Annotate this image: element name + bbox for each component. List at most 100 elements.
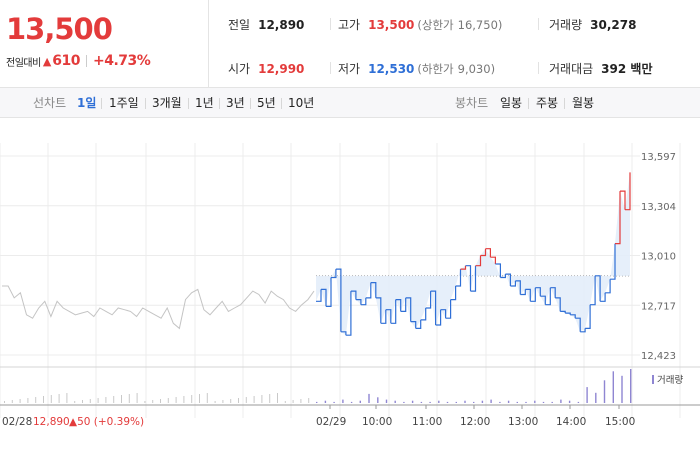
divider [538,62,539,74]
volume-bar [456,402,457,403]
stat-label: 시가 [228,60,250,77]
volume-bar [377,397,378,403]
period-3y-tab[interactable]: 3년 [226,88,245,118]
prev-volume-bar [207,393,208,403]
volume-bar [473,402,474,403]
change-value: 610 [52,53,80,69]
volume-bars [4,369,631,403]
prev-volume-bar [269,394,270,403]
period-5y-tab[interactable]: 5년 [257,88,276,118]
candle-chart-label: 봉차트 [455,88,488,118]
prev-volume-bar [43,396,44,403]
divider [564,98,565,109]
prev-volume-bar [121,395,122,403]
divider [528,98,529,109]
y-tick-label: 12,717 [641,301,676,312]
prev-volume-bar [4,401,5,403]
prev-day-price-path [2,286,314,328]
prev-volume-bar [285,401,286,403]
volume-bar [525,402,526,403]
x-tick-label: 13:00 [508,416,538,428]
x-tick-label: 15:00 [605,416,635,428]
volume-bar [490,400,491,403]
volume-bar [543,402,544,403]
prev-volume-bar [183,396,184,403]
volume-bar [333,402,334,403]
prev-volume-bar [74,401,75,403]
volume-legend-swatch [652,375,654,384]
divider [330,18,331,30]
divider [145,98,146,109]
prev-volume-bar [246,397,247,403]
stock-summary-header: 13,500 전일대비 ▲ 610 +4.73% 전일 12,890 고가 13… [0,0,700,88]
prev-day-close: 12,890 [33,416,70,428]
prev-volume-bar [105,397,106,403]
prev-volume-bar [27,398,28,403]
y-axis-labels: 13,59713,30413,01012,71712,423 [641,152,676,362]
volume-bar [368,394,369,403]
line-chart-label: 선차트 [33,88,66,118]
volume-bar [621,376,622,403]
volume-bar [342,400,343,403]
volume-bar [482,401,483,403]
lower-limit-value: 9,030) [458,62,495,76]
candle-daily-tab[interactable]: 일봉 [500,88,522,118]
volume-bar [395,401,396,403]
prev-volume-bar [90,399,91,403]
stat-value: 30,278 [590,18,636,32]
volume-bar [447,402,448,403]
price-chart-svg: 13,597 13,304 13,010 12,717 12,423 02/29 10:0… [0,118,700,450]
divider [188,98,189,109]
y-tick-label: 12,423 [641,351,676,362]
volume-bar [421,402,422,403]
stat-volume: 거래량 30,278 [549,16,636,33]
stat-turnover: 거래대금 392 백만 [549,60,652,77]
prev-volume-bar [51,395,52,403]
prev-volume-bar [277,393,278,403]
volume-bar [586,387,587,403]
lower-limit-label: (하한가 [417,61,453,77]
prev-volume-bar [191,395,192,403]
divider [281,98,282,109]
divider [250,98,251,109]
divider [219,98,220,109]
prev-volume-bar [137,393,138,403]
divider [330,62,331,74]
volume-bar [412,401,413,403]
stat-value: 12,990 [258,62,304,76]
price-chart[interactable]: 13,597 13,304 13,010 12,717 12,423 02/29 10:0… [0,118,700,450]
prev-volume-bar [222,400,223,403]
volume-bar [360,401,361,403]
period-3m-tab[interactable]: 3개월 [152,88,182,118]
prev-day-date: 02/28 [2,416,32,428]
prev-volume-bar [300,399,301,403]
candle-monthly-tab[interactable]: 월봉 [572,88,594,118]
y-tick-label: 13,010 [641,252,676,263]
prev-volume-bar [254,396,255,403]
stat-label: 거래대금 [549,60,593,77]
volume-bar [630,369,631,403]
up-arrow-icon: ▲ [43,55,51,68]
period-1d-tab[interactable]: 1일 [77,88,96,118]
x-tick-label: 02/29 [316,416,346,428]
prev-volume-bar [168,398,169,403]
stat-value: 12,890 [258,18,304,32]
candle-weekly-tab[interactable]: 주봉 [536,88,558,118]
period-10y-tab[interactable]: 10년 [288,88,314,118]
divider [86,55,87,67]
prev-volume-bar [98,398,99,403]
volume-bar [560,400,561,403]
period-1y-tab[interactable]: 1년 [195,88,214,118]
stat-open: 시가 12,990 [228,60,304,77]
volume-bar [316,402,317,403]
period-1w-tab[interactable]: 1주일 [109,88,139,118]
volume-bar [429,402,430,403]
volume-bar [499,402,500,403]
stat-low: 저가 12,530 (하한가 9,030) [338,60,495,77]
prev-volume-bar [238,398,239,403]
volume-bar [552,402,553,403]
upper-limit-label: (상한가 [417,17,453,33]
stat-value: 12,530 [368,62,414,76]
volume-bar [578,402,579,403]
change-percent: +4.73% [93,53,150,69]
